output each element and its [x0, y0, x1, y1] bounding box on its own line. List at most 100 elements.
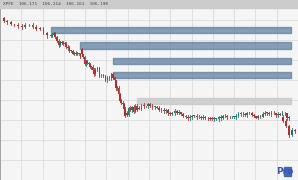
Bar: [275, 113, 277, 115]
Bar: [145, 105, 147, 106]
Bar: [119, 94, 121, 101]
Bar: [51, 35, 53, 36]
Bar: [180, 112, 182, 114]
Bar: [213, 118, 215, 119]
Bar: [211, 118, 213, 119]
Bar: [238, 114, 239, 116]
Bar: [62, 43, 64, 44]
Bar: [291, 130, 293, 135]
Bar: [6, 21, 8, 22]
Bar: [229, 117, 230, 118]
Bar: [3, 18, 4, 21]
Bar: [0, 0, 298, 8]
Bar: [288, 117, 290, 118]
Bar: [91, 66, 92, 67]
Bar: [182, 114, 184, 116]
Bar: [240, 113, 241, 114]
Bar: [94, 70, 96, 74]
Bar: [294, 130, 296, 131]
Bar: [64, 43, 66, 44]
Bar: [10, 22, 12, 24]
Bar: [286, 113, 288, 118]
Bar: [200, 117, 202, 118]
Bar: [147, 104, 149, 106]
Bar: [117, 87, 118, 88]
Bar: [130, 108, 131, 110]
Bar: [113, 74, 114, 78]
Bar: [260, 116, 261, 117]
Bar: [284, 166, 291, 176]
Bar: [141, 105, 142, 109]
Bar: [283, 117, 284, 121]
Bar: [176, 111, 178, 113]
Bar: [120, 101, 122, 103]
Bar: [114, 77, 115, 80]
Bar: [43, 29, 44, 33]
Bar: [125, 109, 126, 116]
Bar: [53, 33, 55, 35]
Bar: [163, 110, 164, 111]
Bar: [21, 26, 23, 27]
Bar: [128, 108, 129, 115]
Bar: [189, 117, 191, 118]
Bar: [253, 115, 255, 116]
Bar: [136, 106, 138, 111]
Bar: [66, 44, 67, 47]
Bar: [92, 67, 93, 70]
Bar: [133, 107, 134, 112]
Bar: [88, 63, 89, 64]
Bar: [111, 74, 112, 78]
Bar: [89, 64, 91, 67]
Bar: [282, 113, 283, 114]
Bar: [70, 50, 72, 51]
Bar: [231, 117, 233, 118]
Bar: [191, 116, 193, 117]
Bar: [196, 116, 198, 117]
Bar: [46, 33, 48, 35]
Bar: [187, 117, 189, 118]
Bar: [32, 25, 33, 27]
Bar: [75, 53, 77, 54]
Bar: [67, 47, 69, 48]
Bar: [244, 114, 246, 115]
Bar: [169, 113, 171, 114]
Bar: [59, 42, 61, 45]
Bar: [285, 121, 287, 126]
Bar: [257, 116, 259, 118]
Bar: [218, 117, 219, 119]
Bar: [39, 28, 41, 29]
Bar: [209, 118, 211, 119]
Bar: [17, 24, 19, 26]
Bar: [93, 70, 95, 74]
Bar: [143, 105, 145, 106]
Bar: [101, 75, 102, 76]
Bar: [80, 54, 81, 57]
Bar: [50, 35, 52, 36]
Bar: [152, 106, 153, 107]
Bar: [85, 61, 87, 64]
Bar: [271, 113, 272, 114]
Text: Pro: Pro: [276, 166, 294, 176]
Bar: [84, 57, 85, 64]
Bar: [154, 106, 156, 107]
Bar: [202, 117, 204, 118]
Bar: [171, 113, 173, 114]
Bar: [118, 88, 119, 94]
Bar: [58, 41, 59, 45]
Bar: [268, 113, 270, 114]
Bar: [135, 106, 136, 112]
Bar: [24, 25, 26, 27]
Bar: [167, 110, 169, 113]
Bar: [185, 116, 187, 117]
Bar: [99, 68, 100, 76]
Bar: [73, 53, 75, 54]
Bar: [72, 51, 74, 54]
Bar: [131, 107, 133, 110]
Bar: [220, 117, 222, 118]
Bar: [158, 108, 160, 110]
Bar: [83, 55, 84, 57]
Bar: [160, 109, 162, 110]
Bar: [262, 114, 263, 117]
Bar: [246, 113, 248, 115]
Bar: [103, 75, 104, 76]
